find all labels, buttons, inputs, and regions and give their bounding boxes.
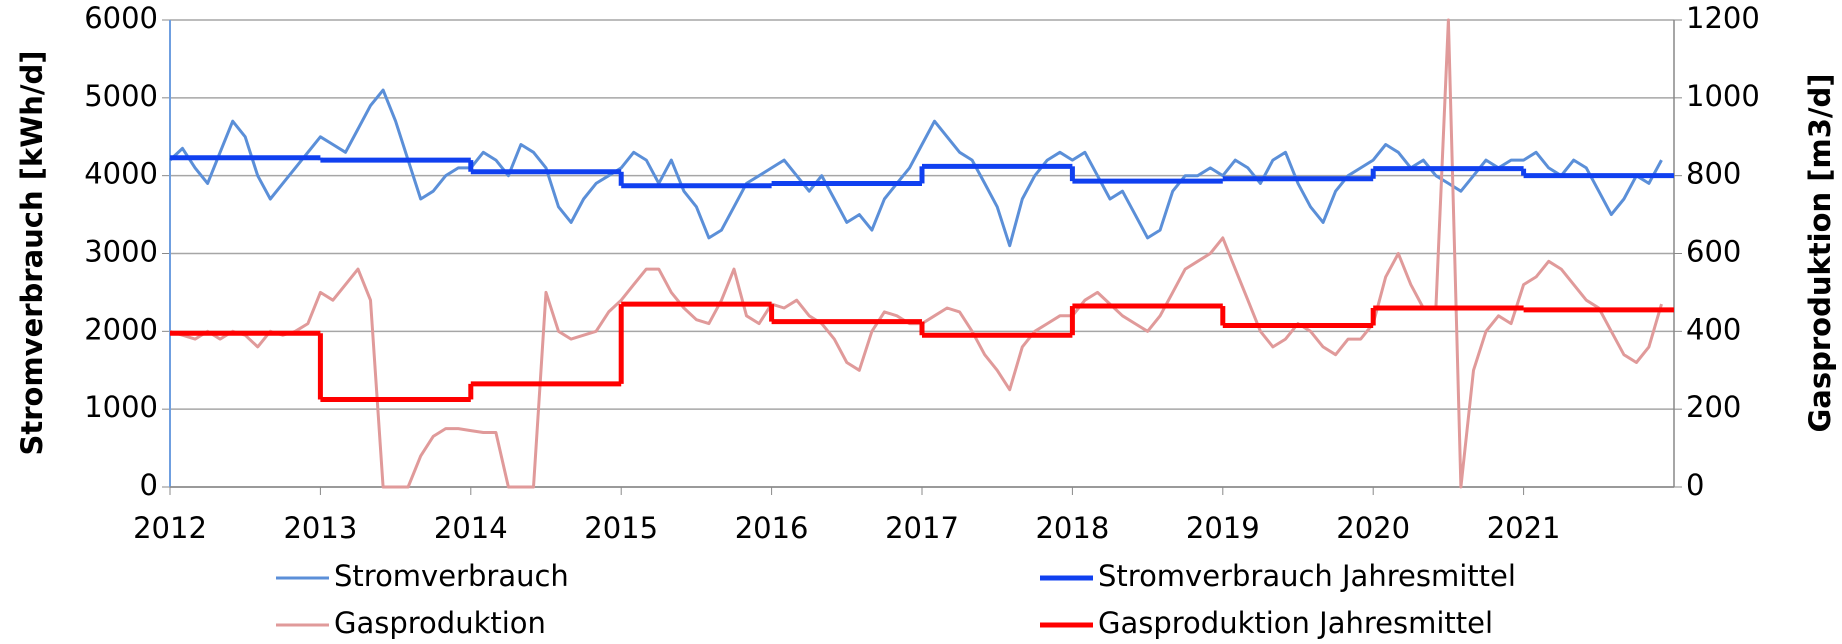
- y-tick-label: 3000: [84, 235, 158, 269]
- y-axis-title: Stromverbrauch [kWh/d]: [15, 50, 49, 455]
- x-tick-label: 2018: [1035, 511, 1109, 545]
- y-tick-label: 4000: [84, 157, 158, 191]
- legend-label: Stromverbrauch: [334, 559, 569, 593]
- legend-label: Gasproduktion: [334, 606, 546, 640]
- y2-tick-label: 0: [1686, 468, 1704, 502]
- x-tick-label: 2014: [434, 511, 508, 545]
- y-tick-label: 2000: [84, 312, 158, 346]
- y-tick-label: 5000: [84, 79, 158, 113]
- y2-tick-label: 200: [1686, 390, 1741, 424]
- y-tick-label: 1000: [84, 390, 158, 424]
- x-tick-label: 2012: [133, 511, 207, 545]
- x-tick-label: 2020: [1336, 511, 1410, 545]
- x-tick-label: 2017: [885, 511, 959, 545]
- x-tick-label: 2016: [735, 511, 809, 545]
- legend-label: Stromverbrauch Jahresmittel: [1098, 559, 1516, 593]
- x-tick-label: 2013: [283, 511, 357, 545]
- y2-tick-label: 400: [1686, 312, 1741, 346]
- y2-tick-label: 600: [1686, 235, 1741, 269]
- y-tick-label: 0: [140, 468, 158, 502]
- x-tick-label: 2019: [1186, 511, 1260, 545]
- y2-tick-label: 1200: [1686, 1, 1760, 35]
- y2-tick-label: 1000: [1686, 79, 1760, 113]
- legend-label: Gasproduktion Jahresmittel: [1098, 606, 1493, 640]
- y2-tick-label: 800: [1686, 157, 1741, 191]
- x-tick-label: 2021: [1487, 511, 1561, 545]
- y-tick-label: 6000: [84, 1, 158, 35]
- x-tick-label: 2015: [584, 511, 658, 545]
- y2-axis-title: Gasproduktion [m3/d]: [1803, 73, 1837, 432]
